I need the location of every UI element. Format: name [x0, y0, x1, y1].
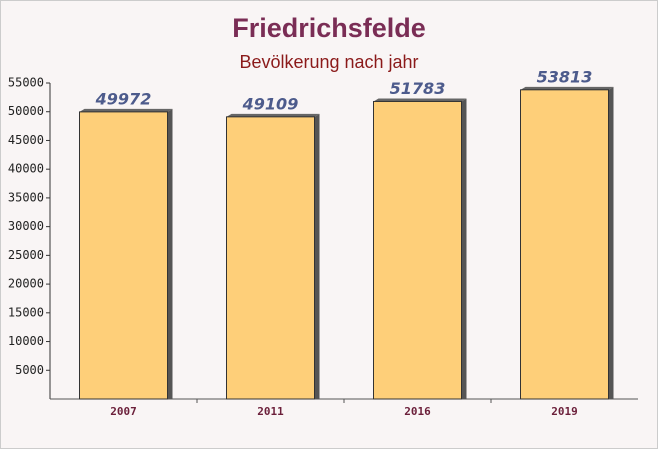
bar-top	[79, 108, 173, 112]
y-tick-label: 5000	[15, 363, 44, 377]
y-tick-label: 25000	[8, 248, 44, 262]
bar-shadow	[167, 108, 173, 399]
value-label: 49109	[242, 94, 299, 113]
x-tick-label: 2007	[110, 405, 137, 418]
x-tick-label: 2019	[551, 405, 578, 418]
y-tick-label: 20000	[8, 277, 44, 291]
bar	[373, 100, 462, 400]
bar	[520, 89, 609, 400]
x-tick-label: 2011	[257, 405, 284, 418]
bar	[79, 111, 168, 400]
value-label: 53813	[537, 67, 593, 86]
y-tick-label: 55000	[8, 76, 44, 90]
bar-shadow	[461, 98, 467, 399]
y-tick-label: 40000	[8, 162, 44, 176]
y-tick-label: 35000	[8, 190, 44, 204]
y-tick-label: 45000	[8, 133, 44, 147]
value-label: 51783	[390, 79, 446, 98]
bar-top	[373, 98, 467, 102]
bar-shadow	[608, 86, 614, 399]
bar	[226, 116, 315, 400]
chart-title: Friedrichsfelde	[232, 13, 426, 43]
y-tick-label: 30000	[8, 219, 44, 233]
bar-top	[520, 86, 614, 90]
value-label: 49972	[95, 89, 152, 108]
y-tick-label: 10000	[8, 334, 44, 348]
bar-top	[226, 113, 320, 117]
chart-subtitle: Bevölkerung nach jahr	[239, 52, 418, 72]
bar-shadow	[314, 113, 320, 400]
x-tick-label: 2016	[404, 405, 431, 418]
y-tick-label: 50000	[8, 104, 44, 118]
y-tick-label: 15000	[8, 305, 44, 319]
